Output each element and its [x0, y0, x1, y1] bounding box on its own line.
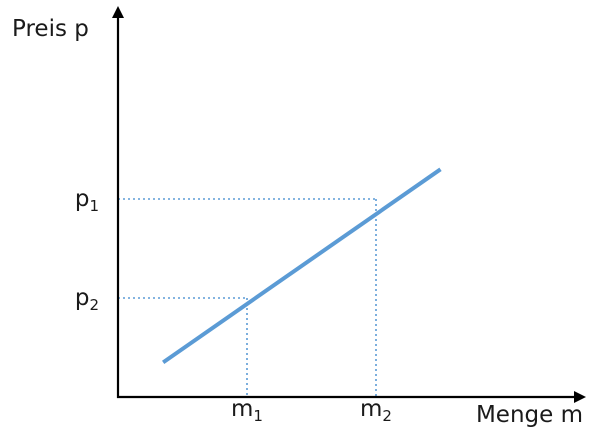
y-tick-label-p2: p2 [75, 285, 99, 314]
tick-labels: m1 m2 p1 p2 [75, 186, 392, 425]
guide-lines [118, 198, 377, 397]
x-axis-label: Menge m [476, 402, 583, 428]
series-line [162, 167, 442, 364]
y-axis-label: Preis p [12, 16, 89, 42]
x-tick-label-m1: m1 [231, 396, 263, 425]
x-tick-label-m2: m2 [360, 396, 392, 425]
series-group [162, 167, 442, 364]
y-tick-label-p1: p1 [75, 186, 99, 215]
